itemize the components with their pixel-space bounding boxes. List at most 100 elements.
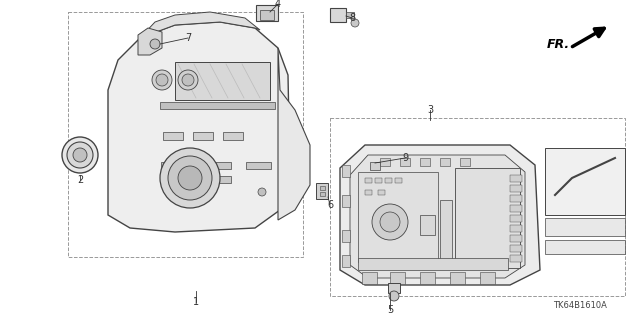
Bar — [365, 190, 372, 195]
Bar — [161, 162, 186, 169]
Bar — [160, 102, 275, 109]
Bar — [342, 195, 350, 207]
Bar — [420, 158, 430, 166]
Bar — [342, 165, 350, 177]
Text: TK64B1610A: TK64B1610A — [553, 300, 607, 309]
Bar — [510, 235, 522, 242]
Bar — [510, 225, 522, 232]
Bar — [346, 12, 354, 18]
Circle shape — [160, 148, 220, 208]
Bar — [320, 186, 325, 190]
Bar — [545, 240, 625, 254]
Bar — [420, 215, 435, 235]
Text: 8: 8 — [349, 13, 355, 23]
Bar — [380, 158, 390, 166]
Bar — [358, 258, 508, 270]
Ellipse shape — [216, 115, 234, 125]
Bar — [375, 178, 382, 183]
Bar — [510, 205, 522, 212]
Ellipse shape — [250, 146, 266, 154]
Bar — [370, 162, 380, 170]
Polygon shape — [362, 200, 415, 248]
Bar — [545, 218, 625, 236]
Bar — [223, 132, 243, 140]
Ellipse shape — [222, 146, 238, 154]
Polygon shape — [278, 48, 310, 220]
Circle shape — [372, 204, 408, 240]
Circle shape — [182, 74, 194, 86]
Circle shape — [62, 137, 98, 173]
Bar — [450, 272, 465, 284]
Text: 5: 5 — [387, 305, 393, 315]
Circle shape — [152, 70, 172, 90]
Bar — [358, 172, 438, 262]
Circle shape — [168, 156, 212, 200]
Circle shape — [73, 148, 87, 162]
Ellipse shape — [160, 146, 176, 154]
Bar — [510, 245, 522, 252]
Bar — [420, 272, 435, 284]
Text: 2: 2 — [77, 175, 83, 185]
Bar — [440, 200, 452, 260]
Text: 6: 6 — [327, 200, 333, 210]
Text: 1: 1 — [193, 297, 199, 307]
Circle shape — [380, 212, 400, 232]
Bar — [400, 158, 410, 166]
Circle shape — [150, 39, 160, 49]
Bar — [455, 168, 520, 268]
Ellipse shape — [189, 115, 207, 125]
Bar — [510, 215, 522, 222]
Polygon shape — [108, 22, 290, 232]
Circle shape — [156, 74, 168, 86]
Bar — [206, 176, 231, 183]
Bar — [378, 190, 385, 195]
Bar — [330, 8, 346, 22]
Circle shape — [178, 166, 202, 190]
Bar — [395, 178, 402, 183]
Bar — [330, 118, 625, 296]
Bar — [342, 230, 350, 242]
Polygon shape — [175, 62, 270, 100]
Polygon shape — [350, 155, 525, 278]
Bar — [460, 158, 470, 166]
Polygon shape — [138, 28, 162, 55]
Text: FR.: FR. — [547, 38, 570, 50]
Bar — [510, 195, 522, 202]
Text: 9: 9 — [402, 153, 408, 163]
Bar — [480, 272, 495, 284]
Ellipse shape — [243, 115, 261, 125]
Circle shape — [351, 19, 359, 27]
Bar — [316, 183, 328, 199]
Bar — [193, 132, 213, 140]
Text: 3: 3 — [427, 105, 433, 115]
Bar — [385, 178, 392, 183]
Circle shape — [258, 188, 266, 196]
Bar — [390, 272, 405, 284]
Bar — [256, 5, 278, 21]
Bar — [206, 162, 231, 169]
Bar — [161, 176, 186, 183]
Circle shape — [178, 70, 198, 90]
Bar — [68, 12, 303, 257]
Bar — [510, 185, 522, 192]
Ellipse shape — [192, 146, 208, 154]
Circle shape — [389, 291, 399, 301]
Bar — [260, 10, 274, 20]
Bar — [388, 283, 400, 293]
Bar — [163, 132, 183, 140]
Polygon shape — [340, 145, 540, 285]
Bar — [510, 255, 522, 262]
Circle shape — [67, 142, 93, 168]
Bar — [365, 178, 372, 183]
Bar — [246, 162, 271, 169]
Bar — [320, 192, 325, 196]
Text: 4: 4 — [275, 0, 281, 9]
Bar — [342, 255, 350, 267]
Text: 7: 7 — [185, 33, 191, 43]
Ellipse shape — [159, 115, 177, 125]
Polygon shape — [140, 12, 260, 38]
Bar — [440, 158, 450, 166]
Bar — [510, 175, 522, 182]
Bar — [362, 272, 377, 284]
Polygon shape — [545, 148, 625, 215]
